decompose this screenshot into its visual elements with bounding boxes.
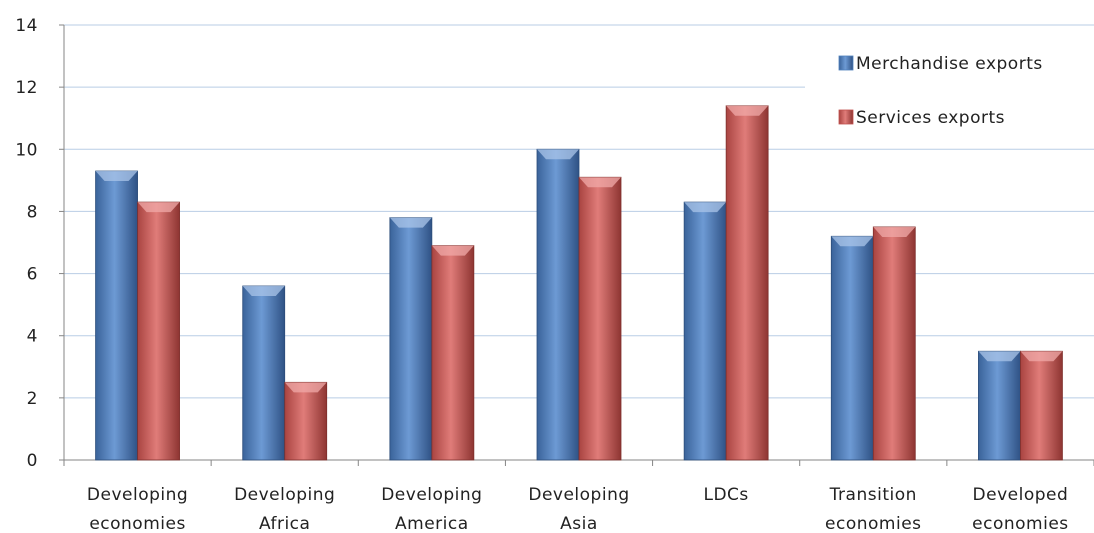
bar-bevel [389, 217, 432, 228]
y-tick-label: 0 [27, 451, 38, 471]
bar-services [725, 105, 769, 461]
x-tick-label: Transition [829, 485, 917, 505]
bar-body [137, 201, 180, 461]
x-tick-label: economies [825, 514, 921, 533]
x-tick-label: LDCs [703, 485, 748, 505]
x-tick-label: Developing [381, 485, 482, 505]
bar-merchandise [830, 235, 874, 461]
y-tick-label: 6 [27, 265, 38, 285]
x-tick-label: economies [972, 514, 1068, 533]
y-tick-label: 2 [27, 389, 38, 409]
bar-bevel [831, 236, 874, 247]
bar-merchandise [536, 148, 580, 461]
bar-bevel [978, 351, 1021, 362]
bar-bevel [137, 202, 180, 213]
bar-merchandise [242, 285, 286, 461]
bar-bevel [431, 245, 474, 256]
bar-body [683, 201, 727, 461]
bar-services [1020, 350, 1063, 461]
legend-item: Services exports [838, 108, 1005, 128]
legend-swatch [838, 55, 854, 71]
x-tick-label: America [395, 514, 469, 533]
x-tick-label: Asia [560, 514, 598, 533]
bar-body [536, 148, 580, 461]
legend-label: Services exports [856, 108, 1005, 128]
bar-services [284, 381, 328, 461]
x-tick-label: Developing [87, 485, 188, 505]
bar-body [95, 170, 138, 461]
labels: 0 2 4 6 8 10 12 14 Developing economies Developing… [15, 16, 1068, 533]
bar-services [137, 201, 180, 461]
x-tick-label: Developed [973, 485, 1069, 505]
y-tick-label: 8 [27, 202, 38, 222]
bar-body [830, 235, 874, 461]
bars [95, 105, 1063, 461]
legend-label: Merchandise exports [856, 54, 1043, 74]
bar-bevel [242, 286, 285, 296]
x-tick-label: Developing [234, 485, 335, 505]
bar-services [431, 245, 475, 461]
bar-merchandise [389, 217, 433, 461]
legend-swatch [838, 109, 854, 125]
bar-body [872, 226, 916, 461]
y-tick-label: 12 [15, 78, 38, 98]
bar-bevel [537, 149, 579, 160]
bar-body [431, 245, 475, 461]
bar-body [242, 285, 286, 461]
bar-bevel [684, 202, 727, 213]
bar-body [578, 176, 622, 461]
bar-bevel [579, 177, 621, 188]
bar-body [978, 350, 1021, 461]
bar-body [389, 217, 433, 461]
y-tick-label: 10 [15, 140, 38, 160]
bar-bevel [1020, 351, 1063, 362]
y-tick-label: 4 [27, 327, 38, 347]
x-tick-label: Africa [259, 514, 311, 533]
bar-merchandise [683, 201, 727, 461]
bar-body [284, 381, 328, 461]
bar-body [1020, 350, 1063, 461]
bar-bevel [284, 382, 327, 393]
bar-services [872, 226, 916, 461]
bar-bevel [95, 171, 138, 182]
x-tick-label: economies [89, 514, 185, 533]
bar-body [725, 105, 769, 461]
bar-merchandise [95, 170, 138, 461]
legend: Merchandise exports Services exports [838, 54, 1043, 128]
bar-services [578, 176, 622, 461]
bar-bevel [873, 226, 916, 237]
legend-item: Merchandise exports [838, 54, 1043, 74]
bar-bevel [726, 105, 769, 116]
y-tick-label: 14 [15, 16, 38, 36]
bar-merchandise [978, 350, 1021, 461]
x-tick-label: Developing [528, 485, 629, 505]
